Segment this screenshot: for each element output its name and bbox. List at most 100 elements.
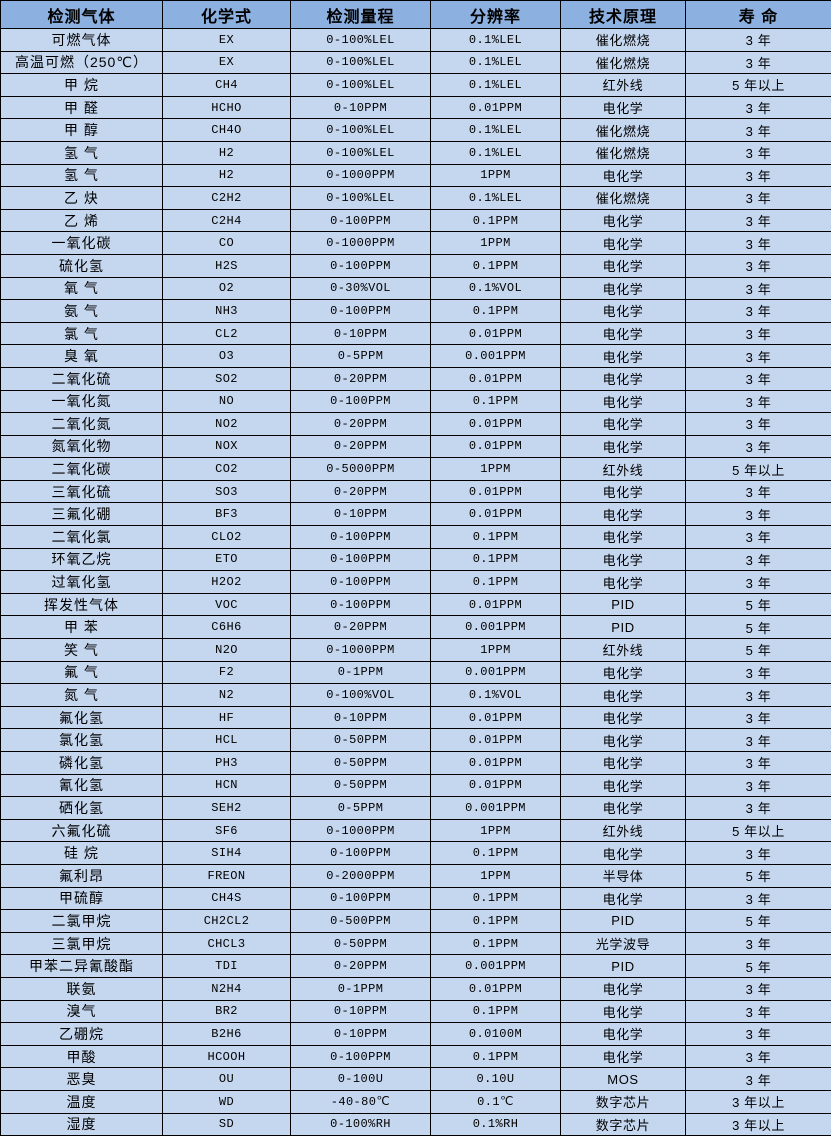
- cell-range: 0-100%LEL: [291, 187, 431, 210]
- cell-lifespan: 3 年: [686, 842, 831, 865]
- cell-lifespan: 3 年: [686, 887, 831, 910]
- cell-range: 0-100PPM: [291, 526, 431, 549]
- cell-lifespan: 3 年: [686, 774, 831, 797]
- cell-formula: VOC: [163, 593, 291, 616]
- cell-technology: 红外线: [561, 639, 686, 662]
- cell-range: 0-100%RH: [291, 1113, 431, 1136]
- cell-lifespan: 3 年: [686, 164, 831, 187]
- cell-technology: 电化学: [561, 254, 686, 277]
- cell-gas: 硒化氢: [1, 797, 163, 820]
- cell-technology: 电化学: [561, 752, 686, 775]
- cell-range: 0-20PPM: [291, 480, 431, 503]
- cell-technology: 电化学: [561, 684, 686, 707]
- cell-technology: 催化燃烧: [561, 29, 686, 52]
- cell-gas: 臭 氧: [1, 345, 163, 368]
- cell-lifespan: 5 年: [686, 593, 831, 616]
- cell-resolution: 1PPM: [431, 864, 561, 887]
- cell-resolution: 0.01PPM: [431, 96, 561, 119]
- cell-resolution: 0.1PPM: [431, 1000, 561, 1023]
- cell-formula: EX: [163, 29, 291, 52]
- cell-formula: HCOOH: [163, 1045, 291, 1068]
- cell-technology: 红外线: [561, 819, 686, 842]
- cell-formula: N2: [163, 684, 291, 707]
- column-header-lifespan: 寿 命: [686, 1, 831, 29]
- cell-resolution: 0.01PPM: [431, 729, 561, 752]
- cell-range: 0-100%LEL: [291, 51, 431, 74]
- cell-gas: 挥发性气体: [1, 593, 163, 616]
- cell-resolution: 0.01PPM: [431, 322, 561, 345]
- cell-lifespan: 3 年: [686, 1023, 831, 1046]
- cell-technology: PID: [561, 955, 686, 978]
- cell-range: 0-10PPM: [291, 96, 431, 119]
- cell-lifespan: 3 年: [686, 390, 831, 413]
- cell-resolution: 1PPM: [431, 164, 561, 187]
- cell-gas: 恶臭: [1, 1068, 163, 1091]
- cell-technology: 电化学: [561, 390, 686, 413]
- cell-resolution: 0.1%LEL: [431, 141, 561, 164]
- cell-range: 0-5000PPM: [291, 458, 431, 481]
- cell-technology: 电化学: [561, 571, 686, 594]
- cell-formula: OU: [163, 1068, 291, 1091]
- cell-resolution: 0.01PPM: [431, 977, 561, 1000]
- cell-formula: BR2: [163, 1000, 291, 1023]
- cell-technology: 电化学: [561, 977, 686, 1000]
- cell-gas: 氰化氢: [1, 774, 163, 797]
- cell-range: 0-10PPM: [291, 322, 431, 345]
- cell-resolution: 0.1%LEL: [431, 187, 561, 210]
- cell-range: 0-50PPM: [291, 729, 431, 752]
- cell-range: 0-100PPM: [291, 254, 431, 277]
- cell-gas: 乙 烯: [1, 209, 163, 232]
- cell-formula: F2: [163, 661, 291, 684]
- cell-range: 0-100U: [291, 1068, 431, 1091]
- cell-resolution: 0.001PPM: [431, 616, 561, 639]
- cell-resolution: 0.1%RH: [431, 1113, 561, 1136]
- cell-technology: 电化学: [561, 774, 686, 797]
- cell-formula: CH4O: [163, 119, 291, 142]
- cell-technology: 电化学: [561, 345, 686, 368]
- cell-gas: 甲硫醇: [1, 887, 163, 910]
- cell-resolution: 0.1%LEL: [431, 51, 561, 74]
- cell-lifespan: 3 年: [686, 661, 831, 684]
- cell-gas: 甲 烷: [1, 74, 163, 97]
- cell-lifespan: 3 年: [686, 345, 831, 368]
- cell-formula: BF3: [163, 503, 291, 526]
- cell-resolution: 0.1PPM: [431, 209, 561, 232]
- cell-resolution: 0.01PPM: [431, 435, 561, 458]
- cell-lifespan: 3 年: [686, 932, 831, 955]
- cell-formula: CH4S: [163, 887, 291, 910]
- cell-gas: 环氧乙烷: [1, 548, 163, 571]
- cell-range: 0-1PPM: [291, 977, 431, 1000]
- cell-technology: 电化学: [561, 548, 686, 571]
- cell-lifespan: 3 年: [686, 752, 831, 775]
- cell-resolution: 1PPM: [431, 458, 561, 481]
- cell-formula: NO2: [163, 413, 291, 436]
- cell-technology: 电化学: [561, 706, 686, 729]
- cell-technology: 电化学: [561, 503, 686, 526]
- cell-range: 0-50PPM: [291, 774, 431, 797]
- cell-formula: N2O: [163, 639, 291, 662]
- cell-resolution: 0.1%LEL: [431, 119, 561, 142]
- cell-technology: 电化学: [561, 164, 686, 187]
- column-header-range: 检测量程: [291, 1, 431, 29]
- cell-gas: 氟 气: [1, 661, 163, 684]
- cell-gas: 氢 气: [1, 141, 163, 164]
- cell-technology: 数字芯片: [561, 1113, 686, 1136]
- cell-resolution: 0.01PPM: [431, 593, 561, 616]
- cell-gas: 硅 烷: [1, 842, 163, 865]
- cell-lifespan: 3 年: [686, 1045, 831, 1068]
